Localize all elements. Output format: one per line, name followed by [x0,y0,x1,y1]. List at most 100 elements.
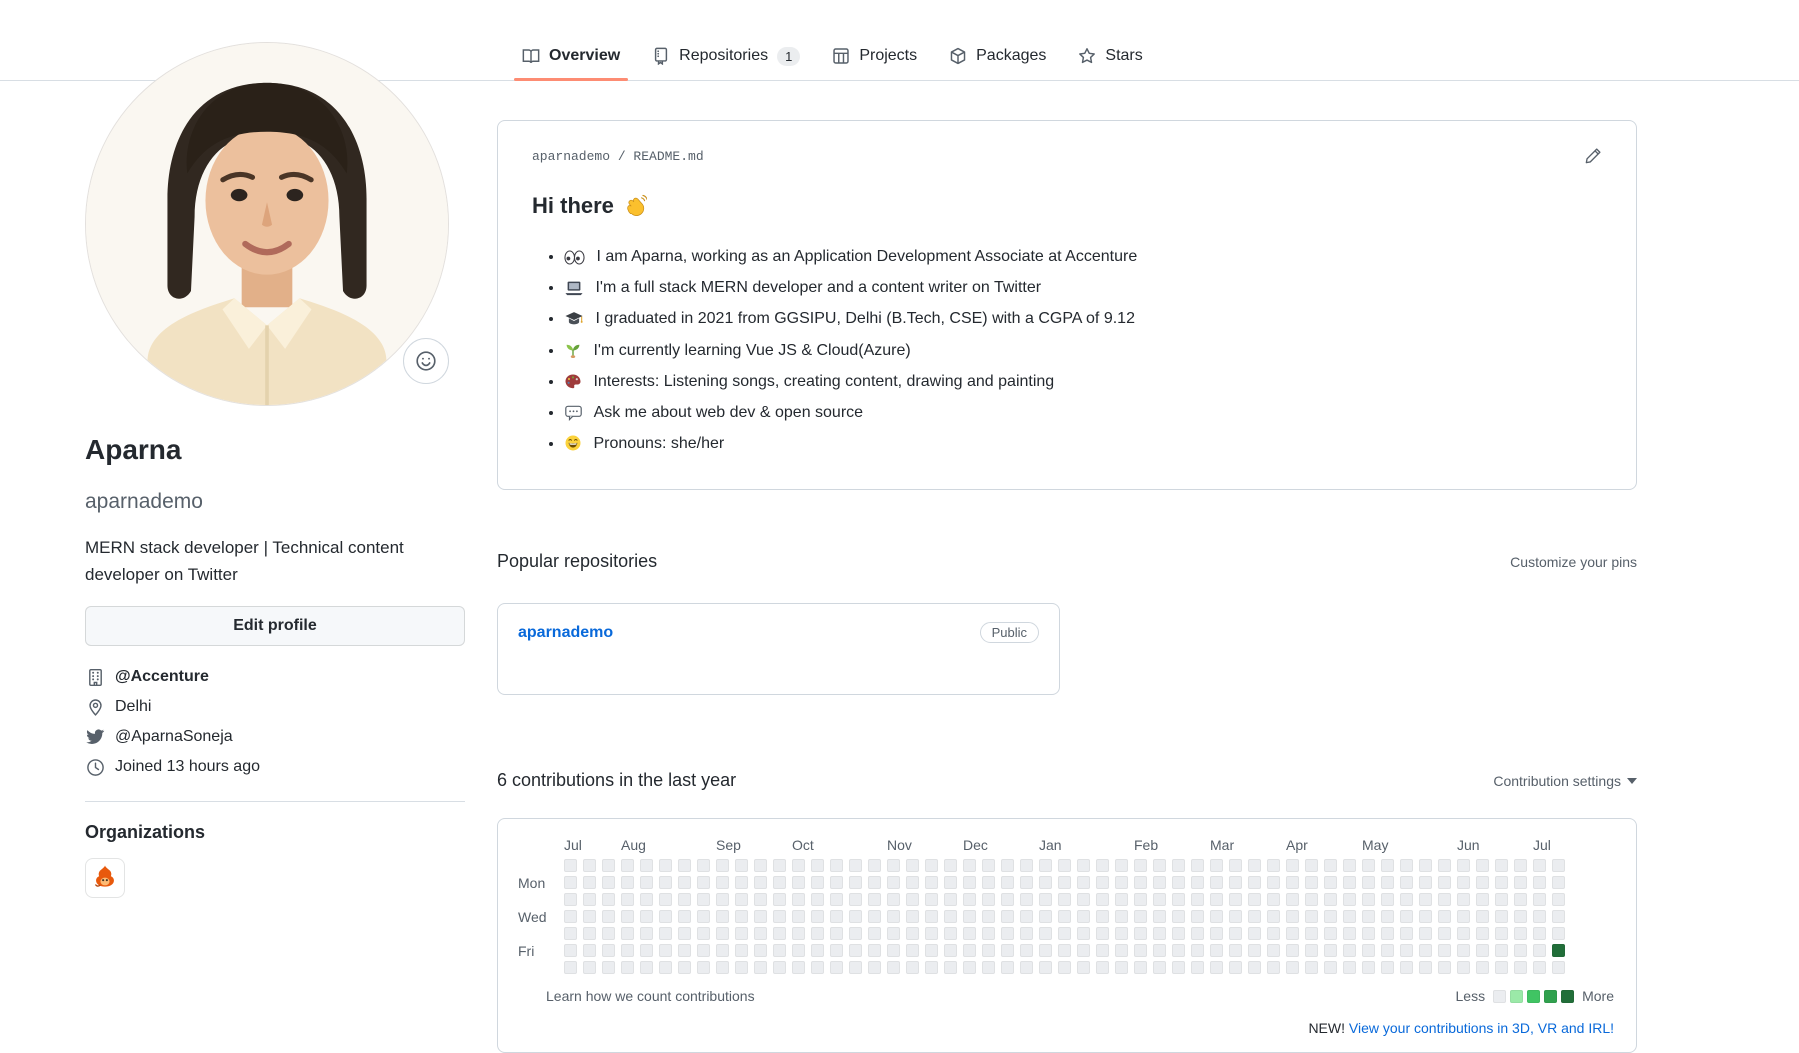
contribution-cell[interactable] [1001,927,1014,941]
contribution-cell[interactable] [621,876,634,890]
contribution-cell[interactable] [1533,859,1546,873]
contribution-cell[interactable] [982,961,995,975]
contribution-cell[interactable] [1077,927,1090,941]
contribution-cell[interactable] [1514,893,1527,907]
contribution-cell[interactable] [716,944,729,958]
contribution-cell[interactable] [1039,944,1052,958]
contribution-cell[interactable] [1058,876,1071,890]
tab-stars[interactable]: Stars [1062,32,1158,80]
contribution-cell[interactable] [1343,910,1356,924]
contribution-cell[interactable] [1096,944,1109,958]
contribution-cell[interactable] [1495,944,1508,958]
contribution-cell[interactable] [1020,961,1033,975]
contribution-cell[interactable] [868,927,881,941]
contribution-cell[interactable] [830,961,843,975]
contribution-cell[interactable] [811,910,824,924]
contribution-cell[interactable] [1115,927,1128,941]
contribution-cell[interactable] [754,859,767,873]
contribution-cell[interactable] [792,961,805,975]
contribution-cell[interactable] [944,859,957,873]
contribution-cell[interactable] [963,859,976,873]
contribution-cell[interactable] [716,859,729,873]
contribution-cell[interactable] [621,859,634,873]
contribution-cell[interactable] [1058,927,1071,941]
contribution-cell[interactable] [944,944,957,958]
contribution-cell[interactable] [1172,893,1185,907]
contribution-cell[interactable] [1552,927,1565,941]
contribution-cell[interactable] [1134,961,1147,975]
contribution-cell[interactable] [659,927,672,941]
contribution-cell[interactable] [849,961,862,975]
contribution-cell[interactable] [1115,961,1128,975]
contribution-cell[interactable] [754,927,767,941]
contribution-cell[interactable] [887,893,900,907]
contribution-cell[interactable] [849,927,862,941]
contribution-cell[interactable] [735,944,748,958]
contribution-cell[interactable] [773,910,786,924]
contribution-cell[interactable] [1495,961,1508,975]
contribution-cell[interactable] [1324,876,1337,890]
contribution-cell[interactable] [621,893,634,907]
contribution-cell[interactable] [1248,927,1261,941]
contribution-cell[interactable] [1457,961,1470,975]
contribution-cell[interactable] [640,893,653,907]
contribution-cell[interactable] [1134,910,1147,924]
contribution-cell[interactable] [1153,961,1166,975]
contribution-cell[interactable] [564,893,577,907]
contribution-cell[interactable] [887,910,900,924]
contribution-cell[interactable] [811,944,824,958]
contribution-cell[interactable] [583,944,596,958]
contribution-cell[interactable] [944,910,957,924]
contribution-cell[interactable] [1153,859,1166,873]
contribution-cell[interactable] [1343,961,1356,975]
contribution-cell[interactable] [1172,944,1185,958]
contribution-cell[interactable] [1248,859,1261,873]
contribution-cell[interactable] [906,893,919,907]
contribution-cell[interactable] [1039,961,1052,975]
contribution-cell[interactable] [1286,859,1299,873]
contribution-cell[interactable] [811,961,824,975]
contribution-cell[interactable] [621,927,634,941]
contribution-cell[interactable] [1172,961,1185,975]
tab-packages[interactable]: Packages [933,32,1062,80]
set-status-button[interactable] [403,338,449,384]
contribution-cell[interactable] [1096,927,1109,941]
contribution-cell[interactable] [697,859,710,873]
contribution-cell[interactable] [1267,859,1280,873]
contribution-cell[interactable] [1286,961,1299,975]
contribution-cell[interactable] [564,859,577,873]
contribution-cell[interactable] [811,927,824,941]
contribution-cell[interactable] [1381,910,1394,924]
contribution-cell[interactable] [1362,961,1375,975]
contribution-cell[interactable] [1172,927,1185,941]
contribution-cell[interactable] [659,910,672,924]
contribution-cell[interactable] [1115,859,1128,873]
contribution-cell[interactable] [564,927,577,941]
contribution-cell[interactable] [1191,893,1204,907]
contribution-cell[interactable] [1210,910,1223,924]
contribution-cell[interactable] [982,944,995,958]
contribution-cell[interactable] [1362,876,1375,890]
contribution-cell[interactable] [1248,961,1261,975]
contribution-cell[interactable] [792,944,805,958]
contribution-cell[interactable] [1362,893,1375,907]
contribution-cell[interactable] [678,876,691,890]
contribution-cell[interactable] [963,944,976,958]
contribution-cell[interactable] [716,876,729,890]
contribution-cell[interactable] [640,859,653,873]
contribution-cell[interactable] [1362,927,1375,941]
contribution-cell[interactable] [1115,944,1128,958]
contribution-cell[interactable] [1267,910,1280,924]
contribution-cell[interactable] [944,893,957,907]
contribution-cell[interactable] [1343,893,1356,907]
contribution-cell[interactable] [963,961,976,975]
contribution-cell[interactable] [1476,927,1489,941]
contribution-cell[interactable] [1362,944,1375,958]
contribution-cell[interactable] [1001,876,1014,890]
contribution-cell[interactable] [830,876,843,890]
contribution-cell[interactable] [1343,927,1356,941]
contribution-cell[interactable] [1305,944,1318,958]
contribution-cell[interactable] [906,910,919,924]
contribution-cell[interactable] [887,961,900,975]
contribution-cell[interactable] [1343,859,1356,873]
